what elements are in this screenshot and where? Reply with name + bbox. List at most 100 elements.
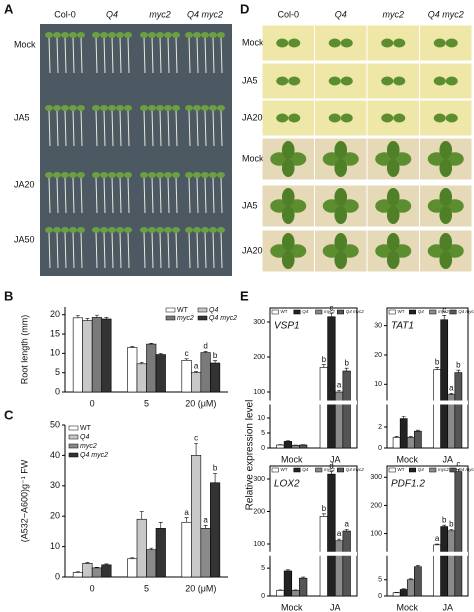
error-bar — [337, 389, 342, 392]
leaf — [281, 233, 295, 251]
x-tick-label: Mock — [396, 454, 418, 464]
seedling-root — [204, 109, 207, 147]
legend-label: WT — [281, 309, 288, 314]
y-tick-label: 200 — [253, 354, 265, 361]
seedling-root — [48, 109, 51, 147]
y-axis-label: Relative expression level — [245, 400, 256, 511]
error-bar — [449, 529, 454, 531]
leaf — [340, 38, 353, 48]
y-tick-label: 0 — [55, 571, 60, 581]
seedling-leaf — [148, 227, 156, 233]
y-tick-label: 100 — [370, 530, 382, 537]
error-bar — [344, 529, 349, 531]
leaf — [439, 251, 453, 269]
legend-label: myc2 — [438, 309, 449, 314]
bar — [276, 444, 285, 449]
stat-letter: a — [337, 380, 342, 389]
seedling-leaf — [108, 227, 116, 233]
leaf — [328, 113, 341, 123]
seedling-root — [204, 176, 207, 214]
bar — [82, 320, 93, 393]
y-tick-label: 300 — [253, 319, 265, 326]
leaf — [439, 141, 453, 159]
seedling-root — [48, 231, 51, 269]
bar — [414, 566, 422, 597]
legend-swatch — [197, 307, 208, 313]
seedling-leaf — [148, 32, 156, 38]
seedling-root — [127, 36, 130, 74]
column-label: Q4 — [335, 9, 347, 19]
seedling-leaf — [53, 172, 61, 178]
seedling-root — [220, 231, 223, 269]
seedling-root — [95, 109, 98, 147]
seedling-root — [159, 176, 162, 214]
bar — [334, 540, 344, 597]
seedling-root — [48, 176, 51, 214]
seedling-root — [80, 231, 83, 269]
bar — [283, 570, 293, 597]
seedling-leaf — [69, 172, 77, 178]
leaf — [439, 188, 453, 206]
x-tick-label: 0 — [90, 398, 95, 408]
leaf — [381, 76, 394, 86]
leaf — [288, 76, 301, 86]
error-bar — [408, 436, 413, 438]
seedling-root — [48, 36, 51, 74]
seedling-root — [127, 109, 130, 147]
leaf — [281, 141, 295, 159]
legend-label: myc2 — [324, 309, 335, 314]
leaf — [334, 159, 348, 177]
bar — [342, 370, 351, 449]
error-bar — [184, 358, 189, 361]
y-tick-label: 5 — [378, 577, 382, 584]
legend-swatch — [429, 309, 437, 315]
legend-label: myc2 — [177, 315, 194, 322]
seedling-leaf — [172, 227, 180, 233]
seedling-root — [56, 176, 59, 214]
seedling-leaf — [53, 32, 61, 38]
bar — [276, 590, 285, 597]
y-tick-label: 100 — [253, 389, 265, 396]
x-tick-label: JA — [442, 454, 453, 464]
leaf — [276, 76, 289, 86]
seedling-leaf — [53, 105, 61, 111]
seedling-leaf — [124, 172, 132, 178]
legend-swatch — [388, 309, 396, 315]
bar — [101, 564, 112, 578]
seedling-root — [95, 176, 98, 214]
bar — [155, 354, 166, 393]
y-tick-label: 100 — [253, 541, 265, 548]
bar — [127, 558, 138, 578]
legend-label: Q4 — [209, 307, 218, 314]
seedling-leaf — [156, 32, 164, 38]
error-bar — [329, 471, 334, 475]
stat-letter: b — [322, 504, 327, 513]
seedling-leaf — [116, 172, 124, 178]
seedling-leaf — [92, 105, 100, 111]
seedling-root — [80, 109, 83, 147]
stat-letter: d — [329, 462, 333, 471]
legend-swatch — [68, 443, 79, 449]
y-tick-label: 0 — [378, 445, 382, 452]
leaf — [340, 113, 353, 123]
legend-swatch — [409, 467, 416, 473]
seedling-root — [204, 36, 207, 74]
seedling-root — [95, 231, 98, 269]
y-tick-label: 300 — [370, 474, 382, 481]
seedling-root — [64, 176, 67, 214]
seedling-root — [103, 231, 106, 269]
y-tick-label: 200 — [370, 502, 382, 509]
error-bar — [184, 517, 189, 523]
bar — [454, 372, 463, 449]
leaf — [281, 159, 295, 177]
error-bar — [194, 442, 199, 456]
x-tick-label: 0 — [90, 583, 95, 593]
legend-label: Q4 — [302, 309, 309, 314]
leaf — [393, 113, 406, 123]
seedling-leaf — [172, 105, 180, 111]
error-bar — [149, 343, 154, 345]
axis-break — [383, 400, 468, 405]
stat-letter: a — [203, 515, 208, 524]
y-tick-label: 5 — [55, 367, 60, 377]
y-tick-label: 15 — [50, 328, 60, 338]
